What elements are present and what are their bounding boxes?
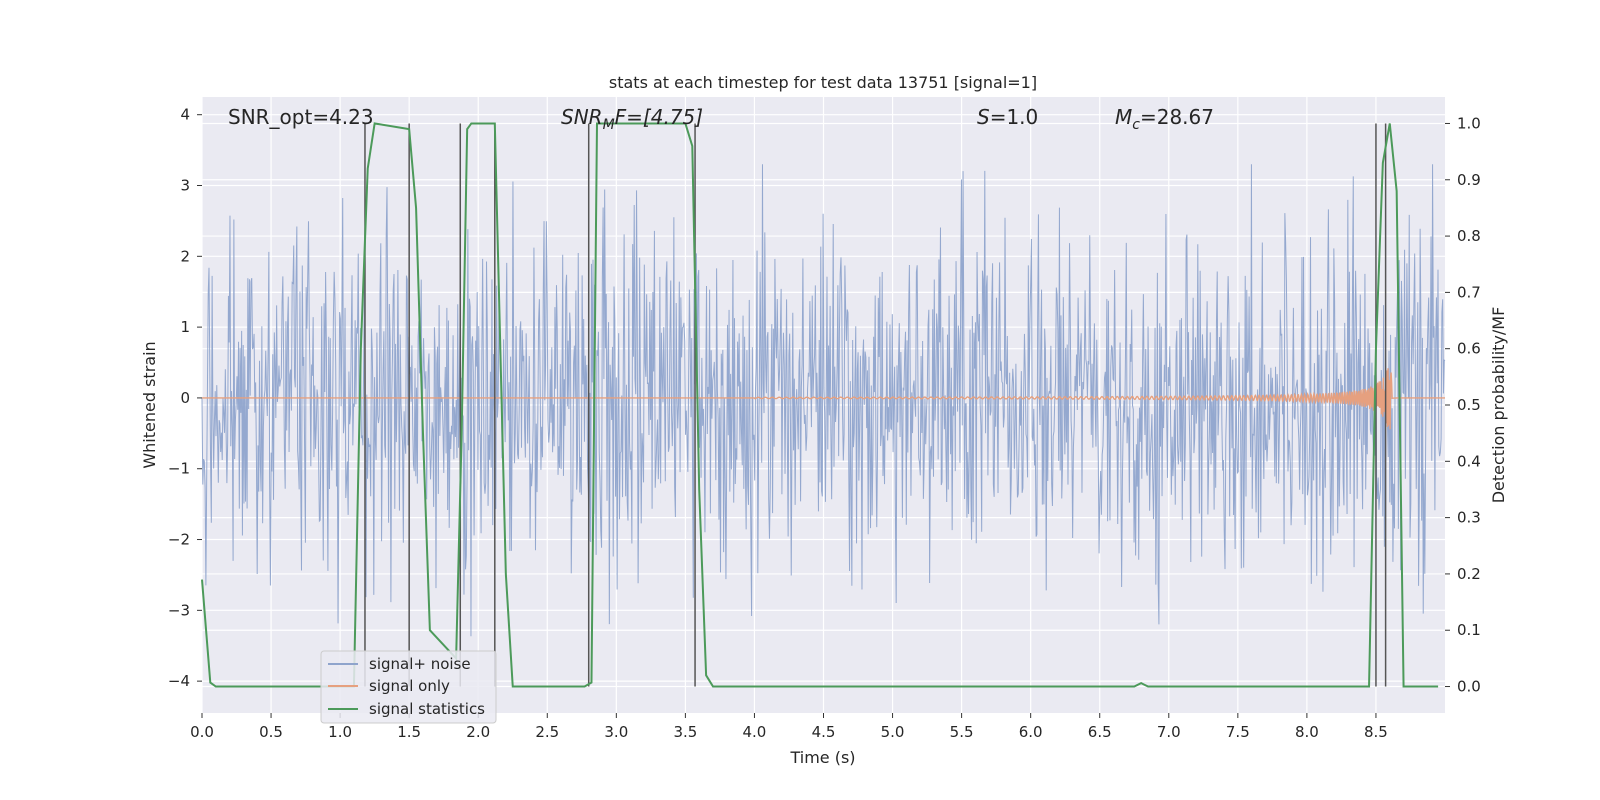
y2-tick-label: 0.6 [1457, 340, 1481, 358]
legend: signal+ noise signal only signal statist… [320, 650, 497, 724]
x-tick-label: 0.5 [259, 723, 283, 741]
annotation-mc: Mc=28.67 [1115, 105, 1214, 133]
vertical-markers [364, 123, 1387, 687]
x-tick-label: 7.5 [1226, 723, 1250, 741]
y-tick-label: −4 [168, 672, 190, 690]
x-tick-label: 0.0 [190, 723, 214, 741]
legend-label-signal: signal only [369, 677, 450, 695]
x-tick-label: 3.5 [673, 723, 697, 741]
x-tick-label: 6.0 [1019, 723, 1043, 741]
x-tick-label: 4.5 [812, 723, 836, 741]
annotation-s: S=1.0 [977, 105, 1038, 129]
x-tick-label: 1.5 [397, 723, 421, 741]
y2-tick-label: 0.1 [1457, 621, 1481, 639]
x-tick-label: 7.0 [1157, 723, 1181, 741]
x-tick-label: 2.5 [535, 723, 559, 741]
x-tick-label: 6.5 [1088, 723, 1112, 741]
y-tick-label: −1 [168, 460, 190, 478]
y-tick-label: −3 [168, 601, 190, 619]
y2-tick-label: 1.0 [1457, 114, 1481, 132]
legend-label-noise: signal+ noise [369, 655, 471, 673]
x-tick-label: 8.0 [1295, 723, 1319, 741]
y-tick-label: −2 [168, 531, 190, 549]
stats-line [201, 122, 1439, 688]
y-tick-label: 3 [180, 177, 190, 195]
ticks: 0.0 0.5 1.0 1.5 2.0 2.5 3.0 3.5 4.0 4.5 5.0 5.5 6.0 6… [168, 106, 1481, 741]
x-tick-label: 3.0 [604, 723, 628, 741]
y2-tick-label: 0.9 [1457, 171, 1481, 189]
y2-tick-label: 0.7 [1457, 283, 1481, 301]
x-tick-label: 8.5 [1364, 723, 1388, 741]
x-tick-label: 4.0 [743, 723, 767, 741]
y2-tick-label: 0.8 [1457, 227, 1481, 245]
x-tick-label: 5.0 [881, 723, 905, 741]
y-tick-label: 4 [180, 106, 190, 124]
legend-label-stats: signal statistics [369, 700, 485, 718]
y2-axis-label: Detection probability/MF [1489, 307, 1508, 504]
annotation-snr-opt: SNR_opt=4.23 [228, 105, 374, 129]
y-tick-label: 0 [180, 389, 190, 407]
y2-tick-label: 0.0 [1457, 678, 1481, 696]
y2-tick-label: 0.4 [1457, 452, 1481, 470]
y2-tick-label: 0.3 [1457, 509, 1481, 527]
annotation-snr-mf: SNRMF=[4.75] [561, 105, 703, 133]
legend-box [320, 650, 497, 724]
y-axis-label: Whitened strain [140, 341, 159, 468]
y-tick-label: 1 [180, 318, 190, 336]
stats-series [201, 122, 1439, 688]
x-tick-label: 5.5 [950, 723, 974, 741]
y-tick-label: 2 [180, 247, 190, 265]
chart-title: stats at each timestep for test data 137… [609, 73, 1037, 92]
y2-tick-label: 0.5 [1457, 396, 1481, 414]
x-tick-label: 1.0 [328, 723, 352, 741]
x-axis-label: Time (s) [789, 748, 855, 767]
x-tick-label: 2.0 [466, 723, 490, 741]
y2-tick-label: 0.2 [1457, 565, 1481, 583]
